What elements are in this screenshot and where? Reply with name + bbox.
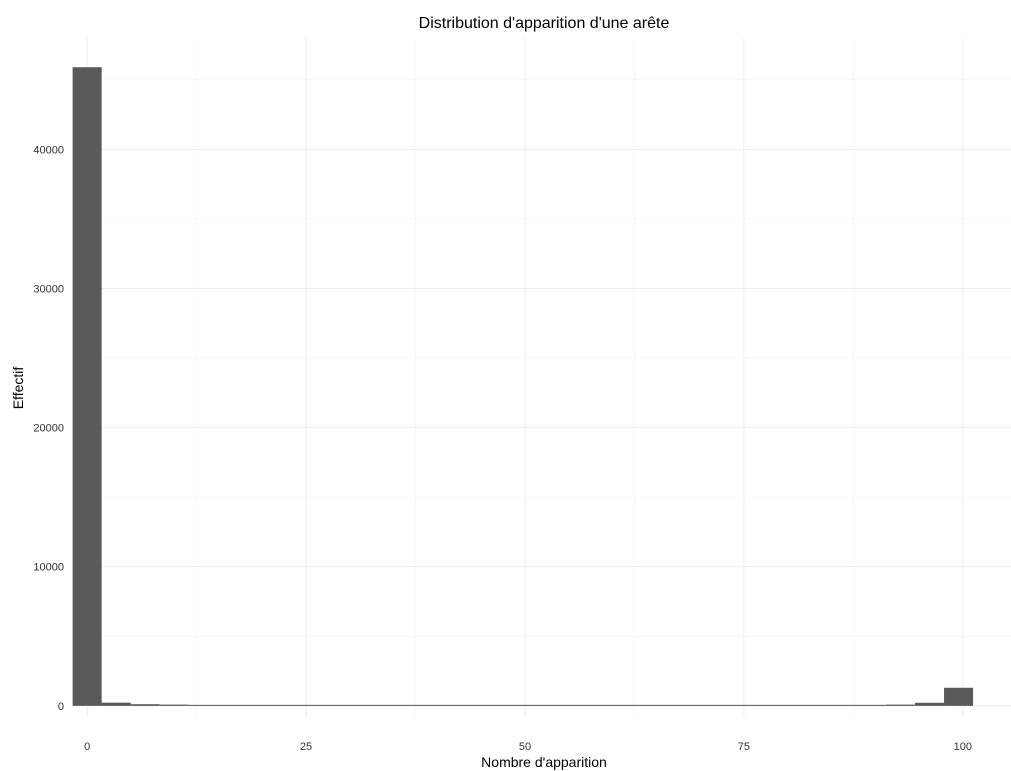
histogram-bar	[914, 702, 945, 706]
histogram-bar	[217, 704, 247, 706]
histogram-bar	[537, 704, 567, 706]
x-tick-label: 100	[954, 741, 972, 753]
histogram-bar	[856, 704, 886, 706]
histogram-bar	[246, 704, 276, 706]
histogram-bar	[508, 704, 538, 706]
histogram-bar	[421, 704, 451, 706]
chart-title: Distribution d'apparition d'une arête	[419, 15, 670, 32]
histogram-bar	[363, 704, 393, 706]
histogram-bar	[159, 704, 189, 706]
y-axis-title: Effectif	[10, 367, 26, 410]
histogram-bar	[682, 704, 712, 706]
histogram-bar	[653, 704, 683, 706]
histogram-bar	[769, 704, 799, 706]
histogram-bar	[944, 687, 974, 706]
y-tick-label: 20000	[33, 423, 64, 435]
x-tick-label: 0	[84, 741, 90, 753]
y-tick-label: 10000	[33, 562, 64, 574]
x-axis-ticks: 0 25 50 75 100	[84, 741, 972, 753]
histogram-bar	[885, 704, 915, 706]
y-tick-label: 30000	[33, 283, 64, 295]
histogram-bar	[130, 704, 160, 706]
histogram-bar	[711, 704, 741, 706]
grid	[74, 38, 1011, 717]
y-tick-label: 40000	[33, 144, 64, 156]
y-axis-ticks: 0 10000 20000 30000 40000	[33, 144, 64, 713]
histogram-bar	[827, 704, 857, 706]
histogram-bar	[392, 704, 422, 706]
y-tick-label: 0	[58, 701, 64, 713]
histogram-bar	[740, 704, 770, 706]
histogram-bar	[450, 704, 480, 706]
histogram-bar	[566, 704, 596, 706]
histogram-bar	[101, 702, 131, 706]
x-tick-label: 50	[519, 741, 531, 753]
histogram-bar	[275, 704, 305, 706]
histogram-bar	[798, 704, 828, 706]
histogram-bar	[595, 704, 625, 706]
x-tick-label: 25	[300, 741, 312, 753]
histogram-bar	[304, 704, 335, 706]
x-axis-title: Nombre d'apparition	[481, 754, 607, 770]
histogram-bar	[188, 704, 218, 706]
histogram-bar	[479, 704, 509, 706]
x-tick-label: 75	[738, 741, 750, 753]
histogram-bar	[72, 67, 102, 706]
bars	[72, 67, 974, 706]
histogram-bar	[334, 704, 364, 706]
histogram-bar	[624, 704, 654, 706]
